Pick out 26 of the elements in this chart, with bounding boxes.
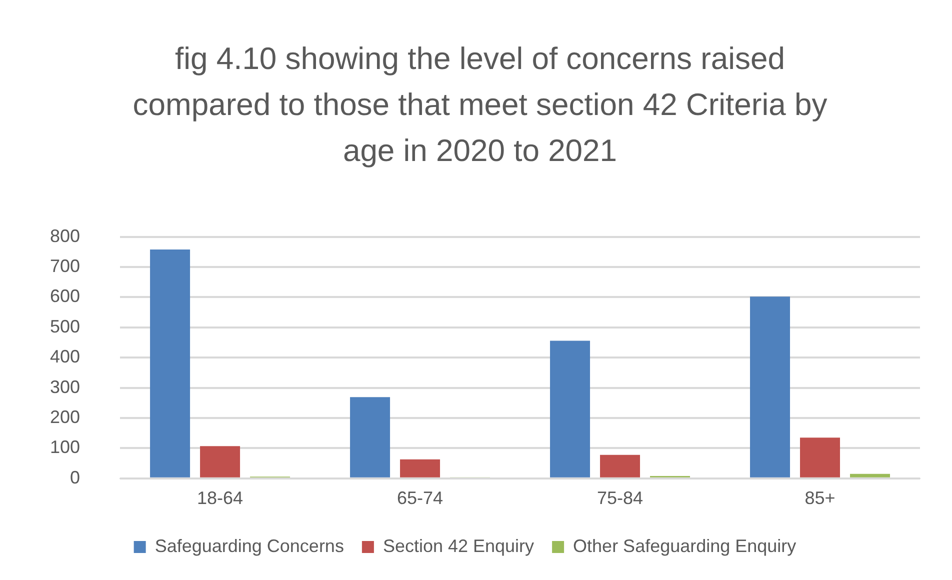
bar — [150, 249, 190, 478]
bar — [850, 474, 890, 478]
x-tick-label: 85+ — [804, 488, 836, 508]
bar — [350, 397, 390, 478]
x-tick-label: 75-84 — [596, 488, 644, 508]
bar — [750, 296, 790, 478]
bar — [600, 454, 640, 478]
x-tick-label: 18-64 — [197, 488, 244, 508]
y-tick-label: 400 — [50, 346, 80, 367]
bar — [800, 438, 840, 478]
y-tick-label: 500 — [50, 316, 80, 336]
y-tick-label: 600 — [50, 286, 80, 306]
bar — [400, 459, 440, 478]
legend-label: Safeguarding Concerns — [154, 536, 344, 556]
y-tick-label: 200 — [50, 406, 80, 427]
bar — [200, 446, 240, 478]
y-tick-label: 0 — [70, 467, 80, 488]
bar — [550, 340, 590, 478]
chart-title: fig 4.10 showing the level of concerns raised compared to those that meet section 42 Criteria by age in 2020 to 2021 — [132, 40, 828, 170]
y-tick-label: 300 — [50, 376, 80, 397]
y-tick-label: 700 — [50, 256, 80, 276]
y-tick-label: 800 — [50, 226, 80, 246]
legend-label: Section 42 Enquiry — [382, 536, 534, 556]
x-tick-label: 65-74 — [396, 488, 444, 508]
legend-label: Other Safeguarding Enquiry — [573, 536, 796, 556]
y-tick-label: 100 — [50, 437, 80, 458]
